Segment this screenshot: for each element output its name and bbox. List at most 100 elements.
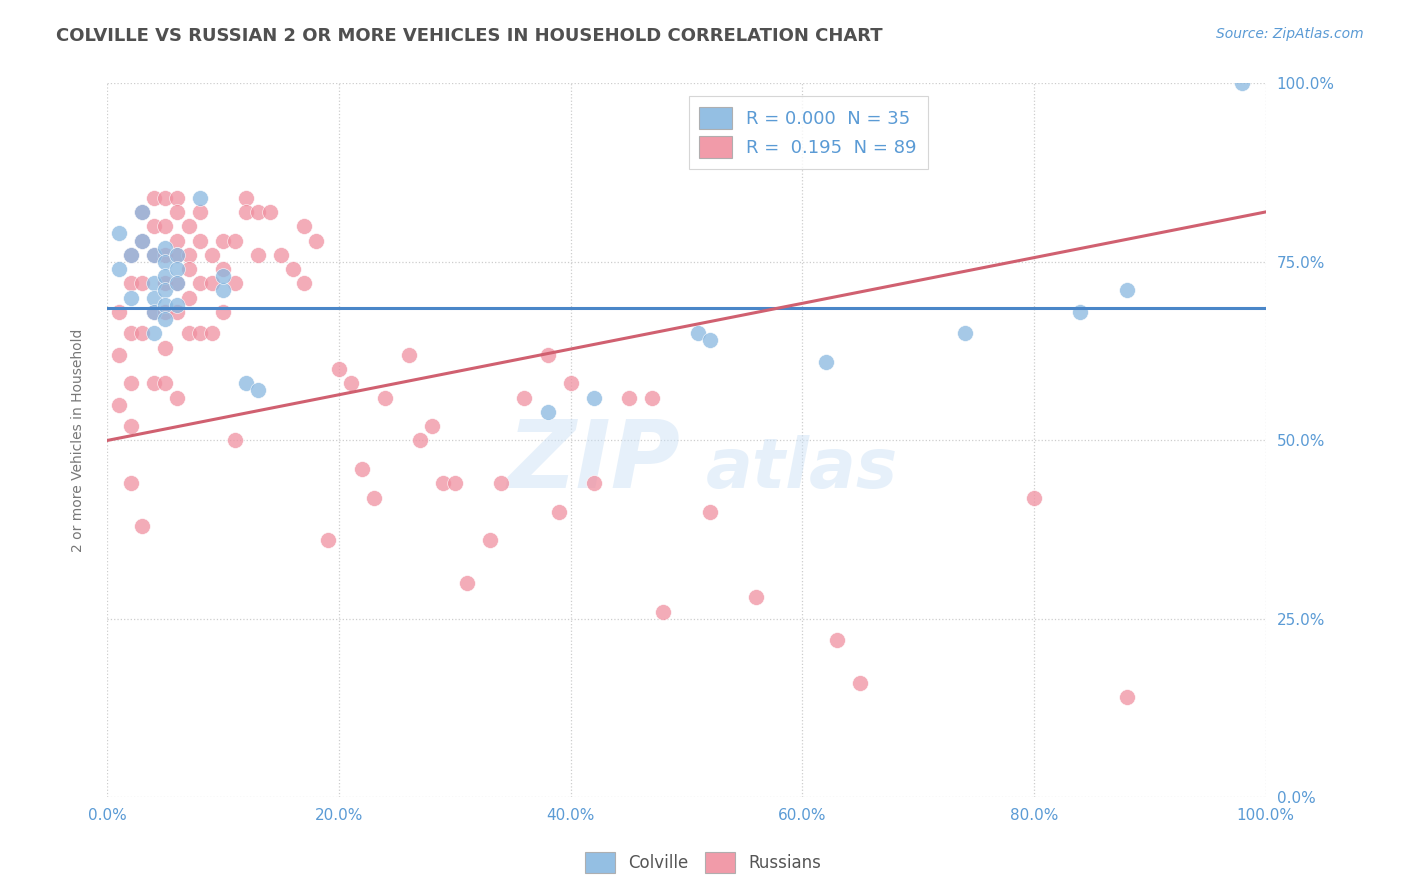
- Point: [142, 248, 165, 262]
- Point: [155, 376, 177, 391]
- Point: [142, 326, 165, 341]
- Point: [201, 277, 224, 291]
- Point: [409, 434, 432, 448]
- Point: [120, 376, 142, 391]
- Point: [177, 291, 200, 305]
- Legend: R = 0.000  N = 35, R =  0.195  N = 89: R = 0.000 N = 35, R = 0.195 N = 89: [689, 96, 928, 169]
- Text: Source: ZipAtlas.com: Source: ZipAtlas.com: [1216, 27, 1364, 41]
- Point: [155, 312, 177, 326]
- Point: [155, 248, 177, 262]
- Point: [339, 376, 361, 391]
- Point: [456, 576, 478, 591]
- Point: [155, 191, 177, 205]
- Point: [491, 476, 513, 491]
- Point: [131, 326, 153, 341]
- Point: [155, 305, 177, 319]
- Point: [166, 248, 188, 262]
- Point: [316, 533, 339, 548]
- Point: [444, 476, 467, 491]
- Point: [142, 305, 165, 319]
- Point: [120, 277, 142, 291]
- Point: [224, 434, 246, 448]
- Point: [155, 255, 177, 269]
- Point: [142, 291, 165, 305]
- Point: [617, 391, 640, 405]
- Point: [142, 248, 165, 262]
- Point: [166, 298, 188, 312]
- Point: [536, 405, 558, 419]
- Point: [1115, 284, 1137, 298]
- Point: [166, 191, 188, 205]
- Point: [188, 205, 211, 219]
- Point: [166, 305, 188, 319]
- Point: [247, 248, 270, 262]
- Point: [513, 391, 536, 405]
- Point: [201, 248, 224, 262]
- Point: [155, 341, 177, 355]
- Point: [641, 391, 664, 405]
- Point: [166, 391, 188, 405]
- Point: [131, 205, 153, 219]
- Point: [582, 391, 605, 405]
- Point: [849, 676, 872, 690]
- Point: [688, 326, 710, 341]
- Point: [953, 326, 976, 341]
- Text: COLVILLE VS RUSSIAN 2 OR MORE VEHICLES IN HOUSEHOLD CORRELATION CHART: COLVILLE VS RUSSIAN 2 OR MORE VEHICLES I…: [56, 27, 883, 45]
- Point: [247, 384, 270, 398]
- Point: [177, 326, 200, 341]
- Point: [155, 277, 177, 291]
- Point: [420, 419, 443, 434]
- Point: [212, 305, 235, 319]
- Point: [188, 191, 211, 205]
- Point: [699, 334, 721, 348]
- Point: [188, 234, 211, 248]
- Point: [212, 234, 235, 248]
- Point: [328, 362, 350, 376]
- Point: [142, 376, 165, 391]
- Point: [259, 205, 281, 219]
- Point: [166, 205, 188, 219]
- Point: [825, 633, 848, 648]
- Point: [478, 533, 501, 548]
- Point: [292, 277, 315, 291]
- Point: [108, 305, 131, 319]
- Point: [166, 262, 188, 277]
- Point: [363, 491, 385, 505]
- Point: [814, 355, 837, 369]
- Point: [166, 277, 188, 291]
- Point: [1232, 77, 1254, 91]
- Point: [177, 262, 200, 277]
- Point: [120, 248, 142, 262]
- Point: [281, 262, 304, 277]
- Point: [155, 241, 177, 255]
- Point: [108, 348, 131, 362]
- Point: [235, 376, 257, 391]
- Point: [212, 284, 235, 298]
- Point: [142, 219, 165, 234]
- Point: [131, 519, 153, 533]
- Point: [699, 505, 721, 519]
- Point: [548, 505, 571, 519]
- Point: [212, 269, 235, 284]
- Y-axis label: 2 or more Vehicles in Household: 2 or more Vehicles in Household: [72, 329, 86, 552]
- Point: [652, 605, 675, 619]
- Point: [108, 227, 131, 241]
- Point: [142, 305, 165, 319]
- Point: [536, 348, 558, 362]
- Point: [131, 234, 153, 248]
- Point: [131, 277, 153, 291]
- Point: [131, 205, 153, 219]
- Point: [142, 277, 165, 291]
- Point: [177, 248, 200, 262]
- Point: [1069, 305, 1091, 319]
- Point: [155, 298, 177, 312]
- Point: [560, 376, 582, 391]
- Point: [142, 191, 165, 205]
- Point: [247, 205, 270, 219]
- Point: [188, 326, 211, 341]
- Point: [108, 398, 131, 412]
- Point: [212, 262, 235, 277]
- Point: [166, 248, 188, 262]
- Point: [120, 248, 142, 262]
- Point: [352, 462, 374, 476]
